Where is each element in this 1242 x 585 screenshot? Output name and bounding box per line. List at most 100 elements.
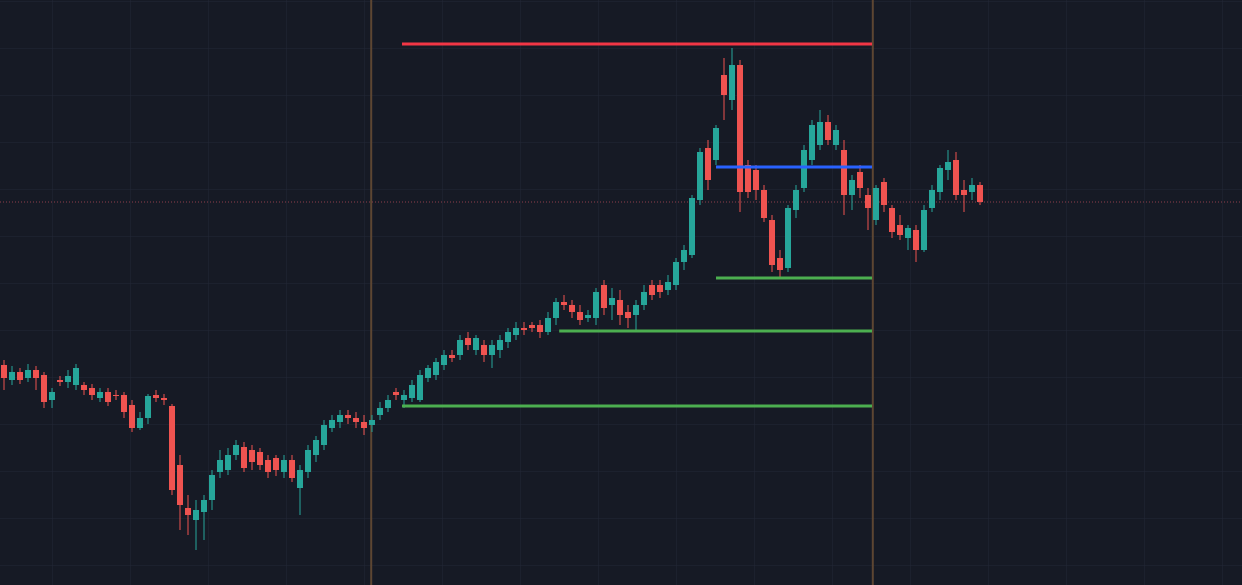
candle-body xyxy=(361,422,367,428)
candle-body xyxy=(705,148,711,180)
candle-body xyxy=(41,375,47,402)
candle-body xyxy=(105,392,111,402)
candle-body xyxy=(57,380,63,382)
candle-body xyxy=(473,338,479,350)
candle-body xyxy=(777,258,783,270)
candle-body xyxy=(529,325,535,328)
candle-body xyxy=(913,230,919,250)
candle-body xyxy=(737,65,743,192)
candle-body xyxy=(81,385,87,390)
candle-body xyxy=(377,408,383,415)
candle-body xyxy=(1,365,7,378)
candle-body xyxy=(673,262,679,285)
candle-body xyxy=(753,170,759,190)
candle-body xyxy=(649,285,655,295)
candle-body xyxy=(801,150,807,188)
candle-body xyxy=(89,388,95,395)
candle-body xyxy=(561,302,567,305)
candle-body xyxy=(977,185,983,202)
candle-body xyxy=(729,65,735,100)
candle-body xyxy=(169,406,175,490)
candle-body xyxy=(185,508,191,515)
candle-body xyxy=(241,447,247,468)
candle-body xyxy=(137,418,143,428)
candle-body xyxy=(201,500,207,512)
candle-body xyxy=(297,470,303,488)
candle-body xyxy=(393,392,399,395)
candle-body xyxy=(865,195,871,208)
candle-body xyxy=(273,458,279,470)
candle-body xyxy=(689,198,695,255)
candle-body xyxy=(841,150,847,195)
candle-body xyxy=(49,392,55,400)
candle-body xyxy=(849,180,855,195)
candle-body xyxy=(129,405,135,428)
candle-body xyxy=(825,122,831,140)
candle-body xyxy=(505,332,511,342)
candle-body xyxy=(585,315,591,318)
candle-body xyxy=(625,312,631,318)
candle-body xyxy=(401,395,407,400)
candle-body xyxy=(681,250,687,262)
candle-body xyxy=(697,152,703,200)
candle-body xyxy=(633,305,639,315)
candle-body xyxy=(25,370,31,378)
candle-body xyxy=(937,168,943,192)
candle-body xyxy=(577,312,583,320)
candle-body xyxy=(417,375,423,400)
candle-body xyxy=(313,440,319,455)
candle-body xyxy=(73,368,79,385)
candle-body xyxy=(489,345,495,355)
candle-body xyxy=(345,415,351,418)
candle-body xyxy=(225,455,231,470)
candle-body xyxy=(513,328,519,335)
candle-body xyxy=(593,292,599,318)
candle-body xyxy=(193,510,199,520)
candle-body xyxy=(329,420,335,428)
candle-body xyxy=(961,190,967,195)
candle-body xyxy=(641,292,647,305)
candle-body xyxy=(17,372,23,380)
candle-body xyxy=(857,172,863,188)
candle-body xyxy=(921,210,927,250)
candle-body xyxy=(153,395,159,398)
candle-body xyxy=(249,450,255,462)
candle-body xyxy=(817,122,823,145)
candle-body xyxy=(929,190,935,208)
candle-body xyxy=(945,162,951,170)
candle-body xyxy=(385,400,391,408)
candle-body xyxy=(617,300,623,315)
candle-body xyxy=(97,392,103,398)
candle-body xyxy=(113,395,119,396)
candle-body xyxy=(433,362,439,375)
candle-body xyxy=(521,328,527,330)
candle-body xyxy=(609,298,615,305)
candle-body xyxy=(745,165,751,192)
candle-body xyxy=(481,345,487,355)
candle-body xyxy=(265,460,271,472)
candle-body xyxy=(457,340,463,355)
candle-body xyxy=(569,305,575,312)
candle-body xyxy=(873,188,879,220)
candle-body xyxy=(121,395,127,412)
candle-body xyxy=(553,302,559,318)
candle-body xyxy=(769,220,775,265)
candle-body xyxy=(337,415,343,422)
candle-body xyxy=(545,318,551,332)
candle-body xyxy=(601,285,607,308)
candle-body xyxy=(233,445,239,455)
candle-body xyxy=(353,418,359,422)
candle-body xyxy=(793,190,799,210)
candle-body xyxy=(305,450,311,472)
candle-body xyxy=(889,208,895,232)
candle-body xyxy=(953,160,959,195)
candle-body xyxy=(289,460,295,478)
candle-body xyxy=(537,325,543,332)
candle-body xyxy=(425,368,431,378)
candle-body xyxy=(809,125,815,160)
candle-body xyxy=(721,75,727,95)
candle-body xyxy=(905,228,911,238)
candle-body xyxy=(369,420,375,425)
candle-body xyxy=(177,465,183,505)
